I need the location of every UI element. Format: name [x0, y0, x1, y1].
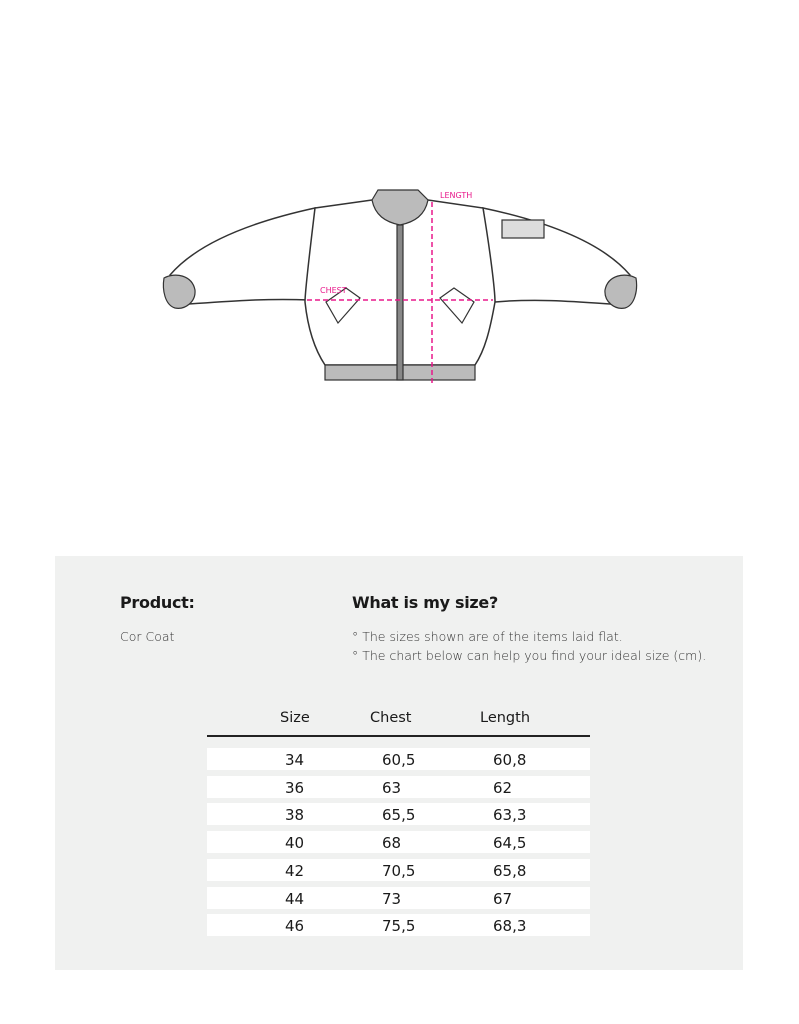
collar	[371, 189, 429, 226]
cell-length: 68,3	[493, 917, 527, 936]
cell-size: 38	[285, 806, 305, 825]
cell-length: 64,5	[493, 834, 527, 853]
size-help-heading: What is my size?	[352, 593, 498, 612]
zipper	[396, 224, 404, 381]
cell-length: 60,8	[493, 751, 527, 769]
cell-chest: 75,5	[382, 917, 416, 936]
cell-chest: 70,5	[382, 861, 416, 880]
table-row: 40 68 64,5	[207, 831, 590, 854]
header-length: Length	[480, 710, 531, 726]
cell-size: 40	[285, 834, 305, 853]
product-name: Cor Coat	[120, 629, 175, 644]
size-note-1: ° The sizes shown are of the items laid …	[352, 629, 623, 644]
cell-length: 67	[493, 889, 513, 908]
cell-size: 44	[285, 889, 305, 908]
cell-chest: 68	[382, 834, 402, 853]
jacket-sketch: LENGTH CHEST	[162, 189, 638, 383]
cell-chest: 73	[382, 889, 402, 908]
left-cuff	[162, 274, 196, 309]
cell-length: 63,3	[493, 806, 527, 825]
table-row: 46 75,5 68,3	[207, 914, 590, 937]
cell-chest: 65,5	[382, 806, 416, 825]
cell-size: 36	[285, 778, 305, 797]
size-note-2: ° The chart below can help you find your…	[352, 648, 707, 663]
table-row: 44 73 67	[207, 886, 590, 909]
cell-size: 34	[285, 751, 305, 769]
cell-length: 62	[493, 778, 513, 797]
chest-label: CHEST	[320, 286, 347, 295]
table-row: 42 70,5 65,8	[207, 858, 590, 881]
cell-chest: 60,5	[382, 751, 416, 769]
table-row: 38 65,5 63,3	[207, 803, 590, 826]
product-heading: Product:	[120, 593, 195, 612]
cell-size: 46	[285, 917, 305, 936]
header-chest: Chest	[370, 710, 412, 726]
right-cuff	[604, 274, 638, 309]
table-row: 34 60,5 60,8	[207, 748, 590, 770]
cell-chest: 63	[382, 778, 402, 797]
cell-length: 65,8	[493, 861, 527, 880]
cell-size: 42	[285, 861, 305, 880]
table-row: 36 63 62	[207, 775, 590, 798]
header-divider	[207, 735, 590, 737]
header-size: Size	[280, 710, 310, 726]
length-label: LENGTH	[440, 191, 472, 200]
